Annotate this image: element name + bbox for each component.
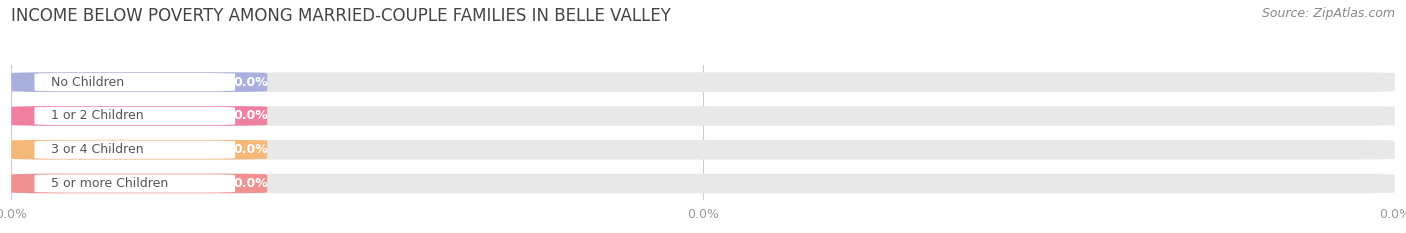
Text: 0.0%: 0.0%	[233, 110, 269, 122]
FancyBboxPatch shape	[11, 72, 267, 92]
FancyBboxPatch shape	[11, 174, 267, 193]
FancyBboxPatch shape	[11, 140, 267, 160]
Text: 0.0%: 0.0%	[233, 177, 269, 190]
Text: No Children: No Children	[51, 76, 124, 89]
Text: 3 or 4 Children: 3 or 4 Children	[51, 143, 143, 156]
Text: 5 or more Children: 5 or more Children	[51, 177, 169, 190]
Text: Source: ZipAtlas.com: Source: ZipAtlas.com	[1261, 7, 1395, 20]
Text: 0.0%: 0.0%	[233, 143, 269, 156]
FancyBboxPatch shape	[35, 107, 235, 125]
Text: INCOME BELOW POVERTY AMONG MARRIED-COUPLE FAMILIES IN BELLE VALLEY: INCOME BELOW POVERTY AMONG MARRIED-COUPL…	[11, 7, 671, 25]
FancyBboxPatch shape	[11, 174, 1395, 193]
FancyBboxPatch shape	[11, 106, 267, 126]
FancyBboxPatch shape	[11, 106, 1395, 126]
FancyBboxPatch shape	[11, 72, 1395, 92]
FancyBboxPatch shape	[35, 73, 235, 91]
Text: 1 or 2 Children: 1 or 2 Children	[51, 110, 143, 122]
FancyBboxPatch shape	[11, 140, 1395, 160]
FancyBboxPatch shape	[35, 140, 235, 159]
FancyBboxPatch shape	[35, 174, 235, 193]
Text: 0.0%: 0.0%	[233, 76, 269, 89]
